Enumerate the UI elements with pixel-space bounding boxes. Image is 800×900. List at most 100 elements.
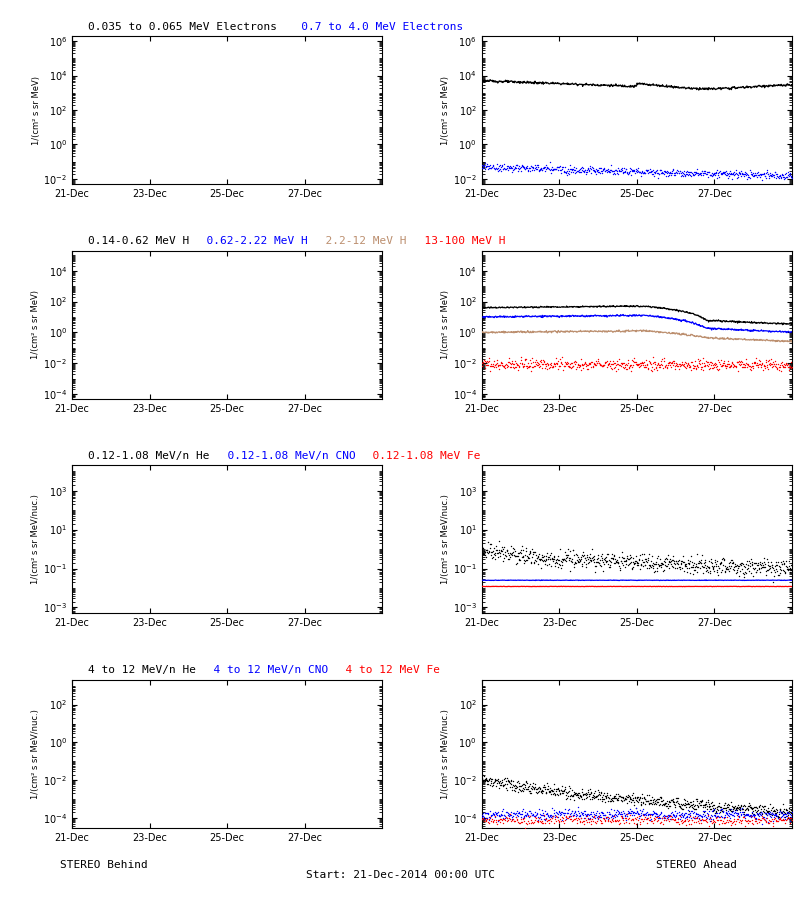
Point — [755, 357, 768, 372]
Point — [678, 359, 690, 374]
Point — [582, 357, 594, 372]
Point — [599, 554, 612, 568]
Point — [493, 775, 506, 789]
Point — [732, 808, 745, 823]
Point — [582, 162, 594, 176]
Point — [490, 806, 502, 820]
Point — [508, 542, 521, 556]
Point — [506, 544, 519, 559]
Point — [555, 166, 568, 180]
Point — [506, 546, 518, 561]
Point — [746, 801, 759, 815]
Point — [655, 806, 668, 820]
Point — [651, 163, 664, 177]
Point — [543, 814, 556, 828]
Point — [646, 558, 658, 572]
Point — [629, 164, 642, 178]
Point — [766, 811, 778, 825]
Point — [545, 546, 558, 561]
Point — [563, 802, 576, 816]
Point — [506, 160, 518, 175]
Point — [750, 804, 763, 818]
Point — [597, 807, 610, 822]
Point — [710, 359, 723, 374]
Point — [481, 544, 494, 558]
Point — [529, 553, 542, 567]
Point — [581, 361, 594, 375]
Point — [592, 356, 605, 370]
Point — [645, 363, 658, 377]
Point — [738, 357, 751, 372]
Point — [693, 812, 706, 826]
Point — [786, 567, 798, 581]
Point — [590, 807, 602, 822]
Point — [660, 811, 673, 825]
Point — [772, 171, 785, 185]
Point — [651, 792, 664, 806]
Point — [522, 164, 534, 178]
Point — [478, 812, 491, 826]
Point — [776, 557, 789, 572]
Point — [550, 356, 562, 370]
Point — [740, 801, 753, 815]
Point — [618, 554, 631, 568]
Point — [655, 811, 668, 825]
Point — [679, 799, 692, 814]
Point — [589, 815, 602, 830]
Point — [525, 364, 538, 379]
Point — [600, 163, 613, 177]
Point — [599, 164, 612, 178]
Point — [501, 158, 514, 173]
Point — [487, 807, 500, 822]
Point — [505, 814, 518, 828]
Point — [733, 802, 746, 816]
Point — [600, 810, 613, 824]
Point — [503, 807, 516, 822]
Point — [631, 790, 644, 805]
Point — [696, 809, 709, 824]
Point — [745, 808, 758, 823]
Point — [538, 809, 550, 824]
Point — [653, 810, 666, 824]
Point — [606, 813, 618, 827]
Point — [605, 794, 618, 808]
Point — [482, 544, 495, 559]
Point — [508, 549, 521, 563]
Point — [574, 788, 586, 803]
Point — [760, 360, 773, 374]
Point — [717, 551, 730, 565]
Point — [770, 558, 783, 572]
Point — [702, 357, 715, 372]
Point — [538, 549, 550, 563]
Point — [575, 814, 588, 829]
Point — [476, 808, 489, 823]
Point — [683, 795, 696, 809]
Point — [488, 546, 501, 561]
Point — [598, 551, 611, 565]
Text: 0.035 to 0.065 MeV Electrons: 0.035 to 0.065 MeV Electrons — [88, 22, 277, 32]
Point — [605, 158, 618, 173]
Point — [490, 161, 503, 176]
Point — [556, 162, 569, 176]
Point — [497, 778, 510, 793]
Point — [557, 553, 570, 567]
Point — [528, 554, 541, 569]
Point — [546, 360, 559, 374]
Point — [711, 568, 724, 582]
Point — [598, 807, 611, 822]
Point — [546, 784, 558, 798]
Point — [621, 549, 634, 563]
Point — [562, 547, 574, 562]
Point — [698, 164, 711, 178]
Point — [701, 807, 714, 822]
Point — [718, 354, 730, 368]
Point — [486, 807, 498, 822]
Point — [622, 353, 634, 367]
Point — [511, 785, 524, 799]
Point — [641, 358, 654, 373]
Point — [581, 808, 594, 823]
Point — [646, 814, 658, 829]
Point — [749, 811, 762, 825]
Point — [594, 813, 606, 827]
Point — [741, 554, 754, 568]
